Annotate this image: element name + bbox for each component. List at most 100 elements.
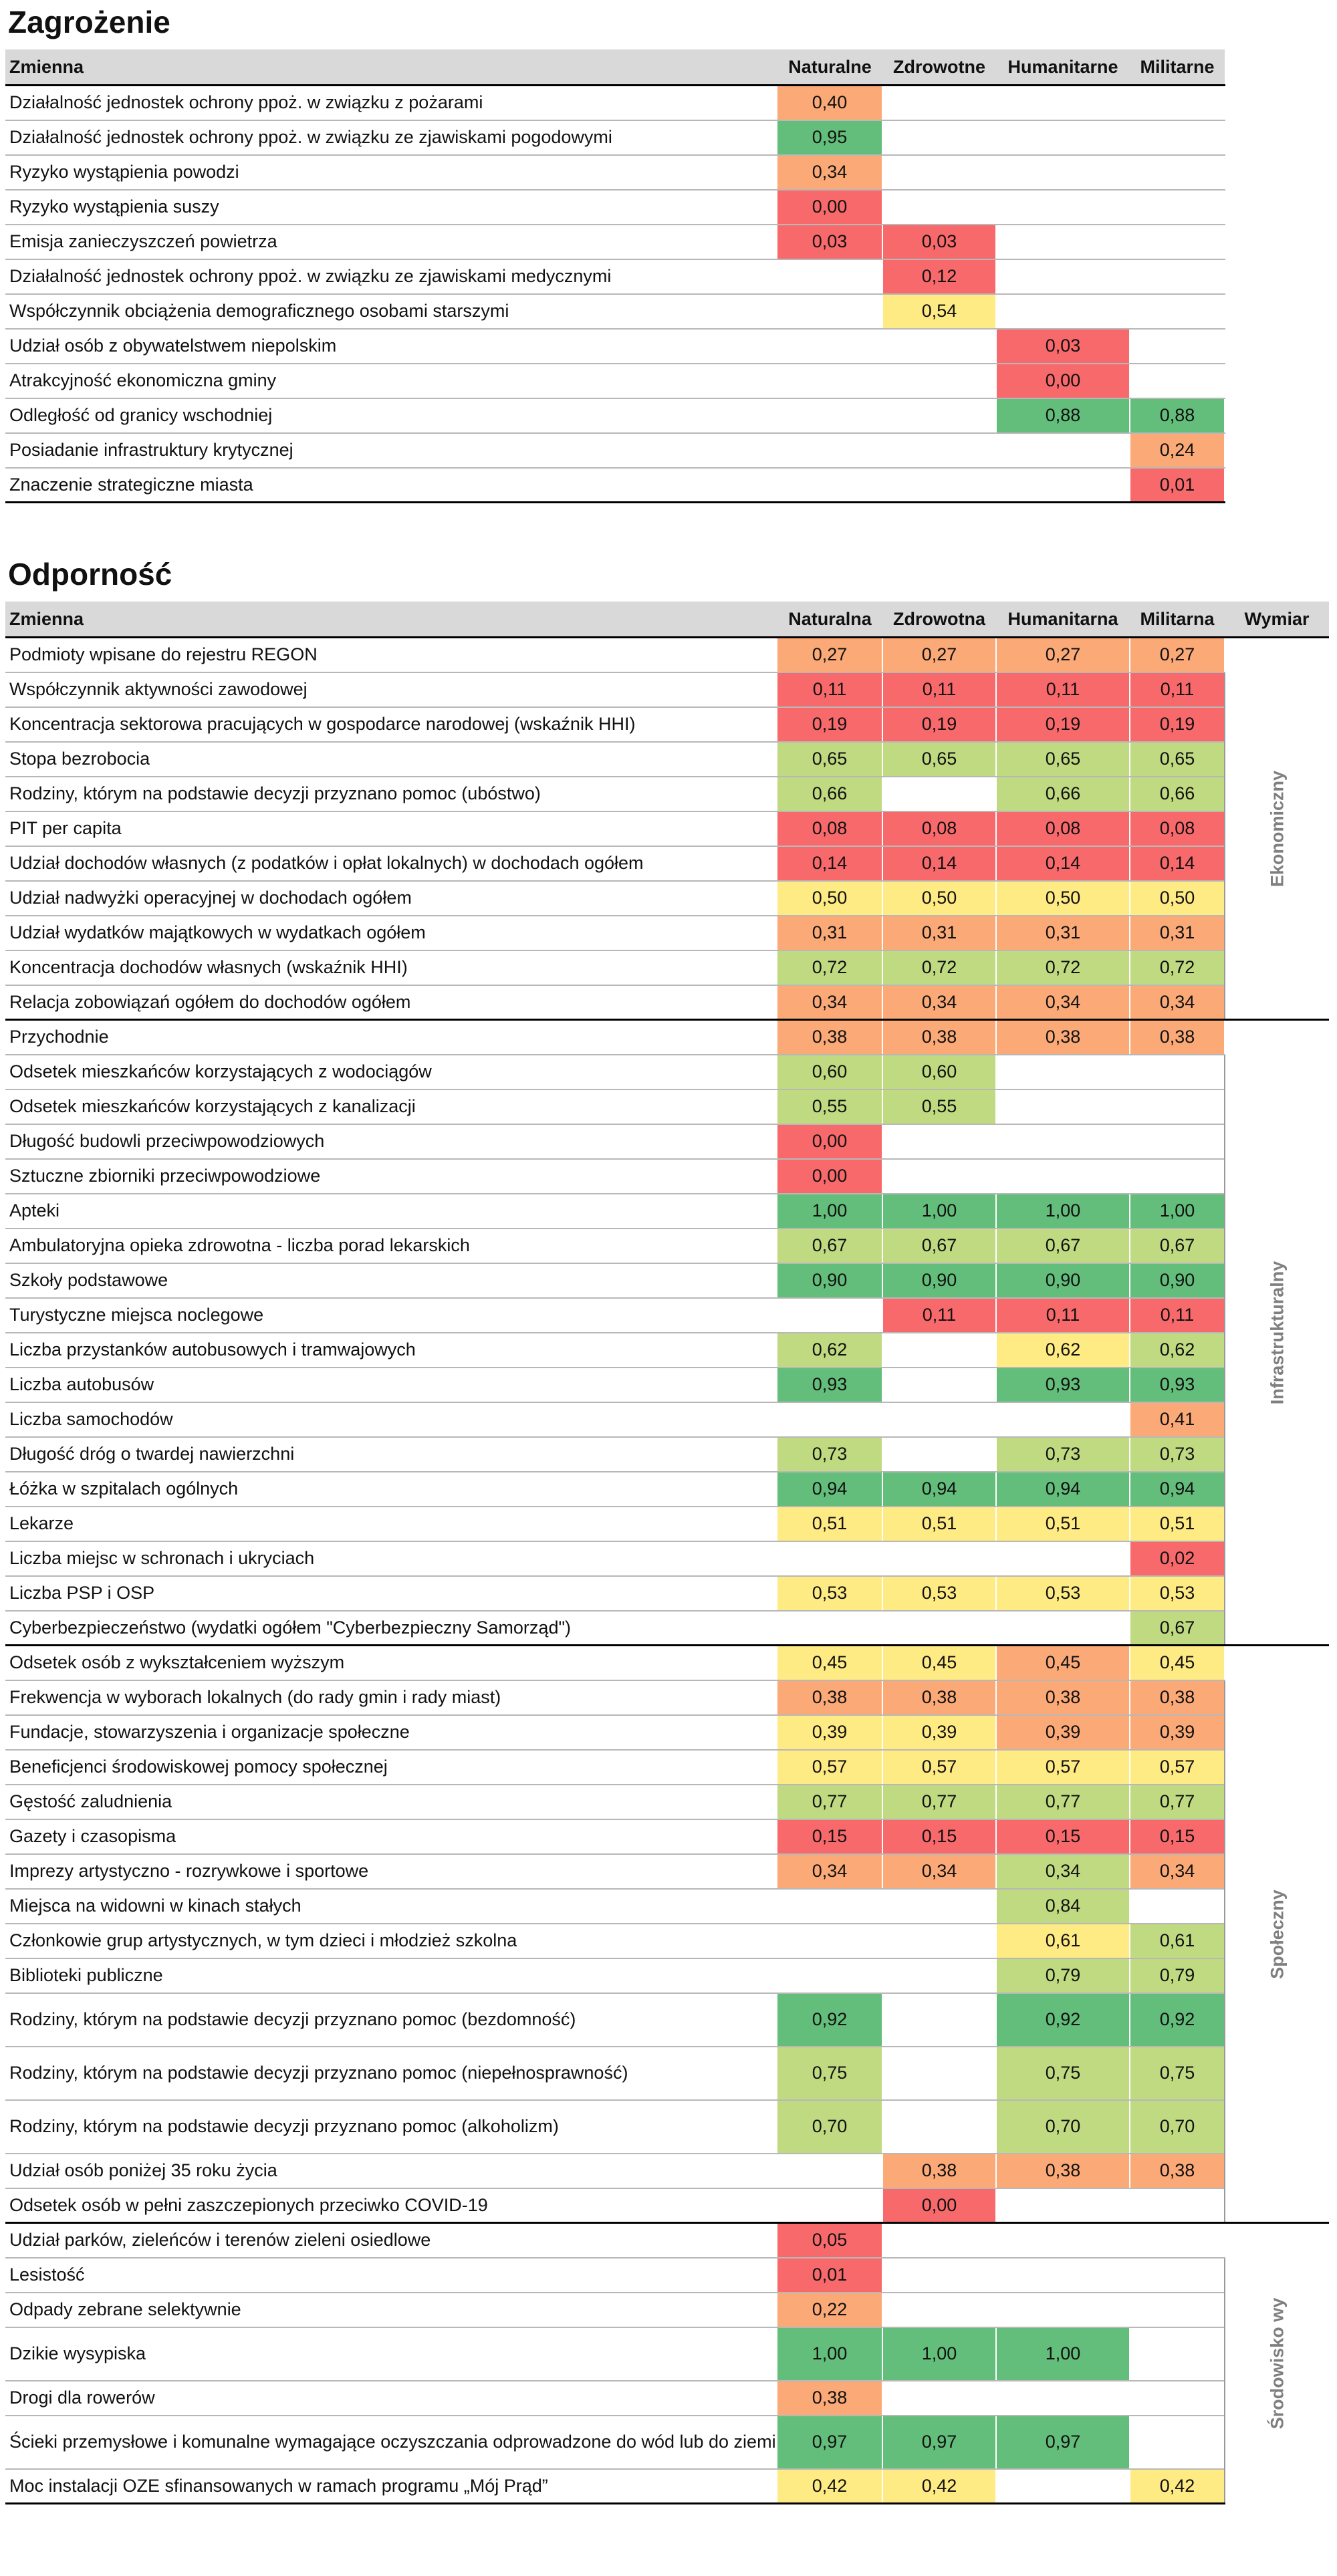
value-cell: [882, 1923, 997, 1959]
value-cell: 0,51: [882, 1506, 997, 1542]
value-cell: 0,70: [996, 2099, 1130, 2154]
table-row: Ścieki przemysłowe i komunalne wymagając…: [5, 2415, 1329, 2470]
dimension-cell: Infrastrukturalny: [1224, 1019, 1329, 1646]
variable-label: Liczba miejsc w schronach i ukryciach: [5, 1541, 777, 1577]
value-cell: 0,62: [777, 1332, 883, 1368]
value-cell: 0,12: [882, 259, 997, 295]
table-row: Długość dróg o twardej nawierzchni 0,73 0,…: [5, 1436, 1329, 1472]
table-row: Udział parków, zieleńców i terenów ziele…: [5, 2222, 1329, 2504]
value-cell: 0,75: [1130, 2046, 1225, 2101]
variable-label: Fundacje, stowarzyszenia i organizacje s…: [5, 1714, 777, 1751]
value-cell: [1130, 363, 1225, 399]
value-cell: [882, 1367, 997, 1403]
value-cell: [777, 2188, 883, 2224]
value-cell: 0,34: [882, 1853, 997, 1890]
table-row: Imprezy artystyczno - rozrywkowe i sport…: [5, 1853, 1329, 1890]
value-cell: 0,31: [882, 915, 997, 951]
value-cell: 0,00: [882, 2188, 997, 2224]
value-cell: 0,08: [1130, 811, 1225, 847]
value-cell: 0,08: [996, 811, 1130, 847]
value-cell: [1130, 1124, 1225, 1160]
value-cell: 0,50: [996, 880, 1130, 916]
table-row: Łóżka w szpitalach ogólnych 0,94 0,94 0,94 0…: [5, 1471, 1329, 1507]
value-cell: 0,00: [996, 363, 1130, 399]
table-row: Liczba samochodów 0,41: [5, 1402, 1329, 1438]
header-humanitarian: Humanitarna: [996, 602, 1130, 638]
value-cell: 0,67: [1130, 1610, 1225, 1646]
value-cell: [1130, 2188, 1225, 2224]
table-row: Ambulatoryjna opieka zdrowotna - liczba …: [5, 1228, 1329, 1264]
value-cell: 0,67: [777, 1228, 883, 1264]
value-cell: [1130, 1089, 1225, 1125]
header-health: Zdrowotne: [882, 49, 996, 86]
value-cell: [882, 2257, 997, 2293]
value-cell: 0,03: [777, 224, 883, 260]
header-health: Zdrowotna: [882, 602, 996, 638]
table-row: Udział osób z obywatelstwem niepolskim 0,…: [5, 328, 1225, 364]
value-cell: 0,73: [777, 1436, 883, 1472]
header-military: Militarne: [1130, 49, 1225, 86]
value-cell: 0,61: [996, 1923, 1130, 1959]
value-cell: 0,34: [996, 985, 1130, 1021]
table-row: Działalność jednostek ochrony ppoż. w zw…: [5, 85, 1225, 121]
value-cell: 0,67: [882, 1228, 997, 1264]
variable-label: Podmioty wpisane do rejestru REGON: [5, 637, 777, 673]
table-row: Współczynnik obciążenia demograficznego …: [5, 293, 1225, 330]
value-cell: 0,27: [777, 637, 883, 673]
header-humanitarian: Humanitarne: [996, 49, 1130, 86]
variable-label: Udział parków, zieleńców i terenów ziele…: [5, 2222, 777, 2259]
variable-label: Apteki: [5, 1193, 777, 1229]
threat-header-row: Zmienna Naturalne Zdrowotne Humanitarne …: [5, 49, 1225, 86]
dimension-cell: Środowisko wy: [1224, 2222, 1329, 2504]
variable-label: Atrakcyjność ekonomiczna gminy: [5, 363, 777, 399]
variable-label: Odsetek mieszkańców korzystających z kan…: [5, 1089, 777, 1125]
value-cell: [882, 1992, 997, 2047]
value-cell: 0,45: [996, 1645, 1130, 1681]
value-cell: 0,77: [1130, 1784, 1225, 1820]
value-cell: 0,53: [882, 1575, 997, 1612]
value-cell: 0,94: [996, 1471, 1130, 1507]
value-cell: 0,94: [882, 1471, 997, 1507]
table-row: Odległość od granicy wschodniej 0,88 0,88: [5, 398, 1225, 434]
variable-label: Udział osób poniżej 35 roku życia: [5, 2153, 777, 2189]
variable-label: Rodziny, którym na podstawie decyzji prz…: [5, 776, 777, 812]
variable-label: Liczba autobusów: [5, 1367, 777, 1403]
table-row: Dzikie wysypiska 1,00 1,00 1,00: [5, 2327, 1329, 2381]
variable-label: Udział wydatków majątkowych w wydatkach …: [5, 915, 777, 951]
table-row: Rodziny, którym na podstawie decyzji prz…: [5, 2099, 1329, 2154]
value-cell: [1130, 85, 1225, 121]
value-cell: [996, 432, 1130, 469]
table-row: Rodziny, którym na podstawie decyzji prz…: [5, 776, 1329, 812]
value-cell: 0,51: [777, 1506, 883, 1542]
value-cell: 0,70: [1130, 2099, 1225, 2154]
value-cell: 0,39: [777, 1714, 883, 1751]
table-row: Członkowie grup artystycznych, w tym dzi…: [5, 1923, 1329, 1959]
table-row: Działalność jednostek ochrony ppoż. w zw…: [5, 259, 1225, 295]
value-cell: [1130, 2222, 1225, 2259]
variable-label: Relacja zobowiązań ogółem do dochodów og…: [5, 985, 777, 1021]
table-row: Liczba przystanków autobusowych i tramwa…: [5, 1332, 1329, 1368]
value-cell: [996, 154, 1130, 190]
value-cell: 0,67: [996, 1228, 1130, 1264]
dimension-label: Ekonomiczny: [1267, 770, 1287, 887]
value-cell: [996, 1402, 1130, 1438]
variable-label: Gęstość zaludnienia: [5, 1784, 777, 1820]
table-row: Udział wydatków majątkowych w wydatkach …: [5, 915, 1329, 951]
resilience-header-row: Zmienna Naturalna Zdrowotna Humanitarna …: [5, 602, 1329, 638]
value-cell: [996, 85, 1130, 121]
variable-label: Liczba samochodów: [5, 1402, 777, 1438]
value-cell: 0,61: [1130, 1923, 1225, 1959]
value-cell: [777, 1923, 883, 1959]
value-cell: 0,01: [777, 2257, 883, 2293]
value-cell: 0,08: [882, 811, 997, 847]
variable-label: Udział osób z obywatelstwem niepolskim: [5, 328, 777, 364]
value-cell: [777, 1888, 883, 1924]
header-natural: Naturalna: [777, 602, 882, 638]
value-cell: 0,39: [1130, 1714, 1225, 1751]
value-cell: 0,38: [882, 1680, 997, 1716]
value-cell: [882, 2046, 997, 2101]
value-cell: 0,77: [777, 1784, 883, 1820]
value-cell: [1130, 1158, 1225, 1194]
value-cell: [882, 1402, 997, 1438]
value-cell: 0,00: [777, 1124, 883, 1160]
